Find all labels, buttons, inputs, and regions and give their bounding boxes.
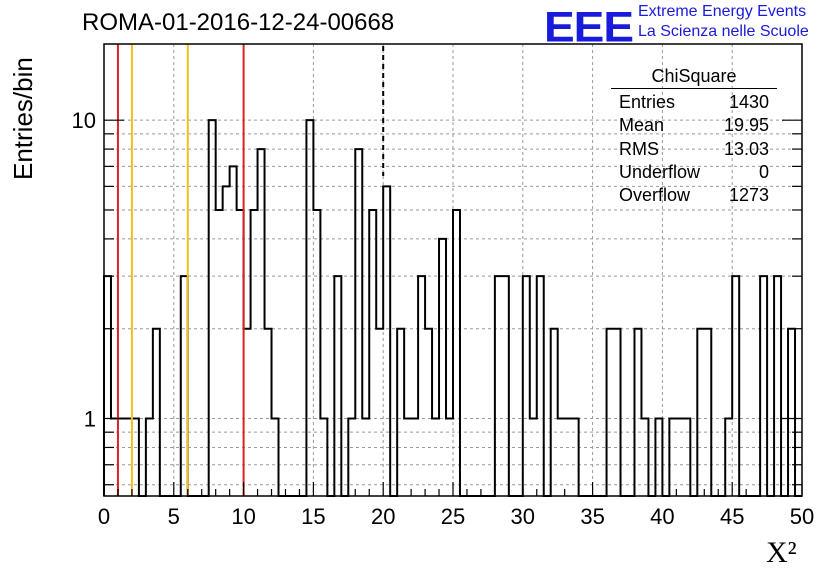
y-axis-label: Entries/bin xyxy=(8,57,38,180)
stats-row-entries: Entries 1430 xyxy=(611,91,777,114)
stats-value: 13.03 xyxy=(723,138,769,159)
histogram-outline xyxy=(103,119,802,497)
stats-label: Entries xyxy=(619,92,676,112)
y-tick-label: 10 xyxy=(72,108,96,133)
stats-label: Underflow xyxy=(619,161,701,182)
stats-label: Overflow xyxy=(619,185,691,206)
stats-value: 1273 xyxy=(728,185,769,206)
x-tick-label: 40 xyxy=(650,504,674,529)
stats-label: Mean xyxy=(619,115,665,136)
stats-box: ChiSquare Entries 1430 Mean 19.95 RMS 13… xyxy=(611,66,777,207)
stats-title: ChiSquare xyxy=(611,66,777,89)
x-tick-label: 50 xyxy=(790,504,814,529)
x-tick-label: 25 xyxy=(441,504,465,529)
logo-line-1: Extreme Energy Events xyxy=(638,3,807,20)
eee-logo: EEE xyxy=(544,2,634,51)
y-tick-label: 1 xyxy=(84,407,96,432)
stats-value: 19.95 xyxy=(723,115,769,136)
x-tick-label: 15 xyxy=(301,504,325,529)
x-tick-label: 20 xyxy=(371,504,395,529)
stats-row-overflow: Overflow 1273 xyxy=(611,184,777,207)
x-tick-label: 5 xyxy=(168,504,180,529)
x-tick-label: 30 xyxy=(511,504,535,529)
stats-value: 0 xyxy=(758,161,769,182)
x-tick-label: 35 xyxy=(580,504,604,529)
x-tick-label: 0 xyxy=(98,504,110,529)
logo-line-2: La Scienza nelle Scuole xyxy=(638,23,809,40)
stats-value: 1430 xyxy=(728,92,769,112)
stats-row-mean: Mean 19.95 xyxy=(611,114,777,137)
x-axis-label: X² xyxy=(766,536,797,569)
stats-row-rms: RMS 13.03 xyxy=(611,138,777,161)
chart-title: ROMA-01-2016-12-24-00668 xyxy=(82,9,395,36)
x-tick-label: 10 xyxy=(231,504,255,529)
x-tick-label: 45 xyxy=(720,504,744,529)
stats-label: RMS xyxy=(619,138,659,159)
stats-row-underflow: Underflow 0 xyxy=(611,161,777,184)
